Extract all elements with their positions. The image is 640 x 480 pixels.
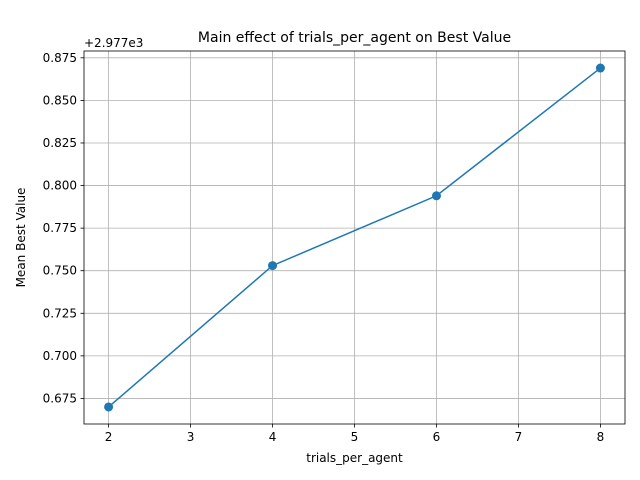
x-axis-ticks: 2 3 4 5 6 7 8 bbox=[105, 424, 604, 444]
data-point bbox=[268, 261, 278, 271]
x-axis-label: trials_per_agent bbox=[306, 451, 403, 465]
data-point bbox=[595, 63, 605, 73]
y-axis-ticks: 0.675 0.700 0.725 0.750 0.775 0.800 0.825 0.850… bbox=[43, 51, 84, 405]
y-axis-offset-label: +2.977e3 bbox=[84, 36, 143, 50]
data-point bbox=[431, 191, 441, 201]
x-tick-label: 3 bbox=[187, 430, 195, 444]
y-tick-label: 0.825 bbox=[43, 136, 77, 150]
x-tick-label: 8 bbox=[597, 430, 605, 444]
y-axis-label: Mean Best Value bbox=[14, 188, 28, 288]
series-line bbox=[108, 67, 601, 408]
y-tick-label: 0.700 bbox=[43, 349, 77, 363]
y-tick-label: 0.775 bbox=[43, 221, 77, 235]
y-tick-label: 0.725 bbox=[43, 306, 77, 320]
data-points bbox=[104, 63, 605, 412]
x-tick-label: 4 bbox=[269, 430, 277, 444]
grid bbox=[84, 51, 625, 424]
y-tick-label: 0.875 bbox=[43, 51, 77, 65]
y-tick-label: 0.750 bbox=[43, 264, 77, 278]
y-tick-label: 0.850 bbox=[43, 93, 77, 107]
series-line-layer bbox=[108, 67, 601, 408]
data-point bbox=[104, 402, 114, 412]
chart-title: Main effect of trials_per_agent on Best … bbox=[198, 30, 511, 46]
x-tick-label: 5 bbox=[351, 430, 359, 444]
y-tick-label: 0.675 bbox=[43, 391, 77, 405]
x-tick-label: 6 bbox=[433, 430, 441, 444]
y-tick-label: 0.800 bbox=[43, 179, 77, 193]
x-tick-label: 2 bbox=[105, 430, 113, 444]
x-tick-label: 7 bbox=[515, 430, 523, 444]
